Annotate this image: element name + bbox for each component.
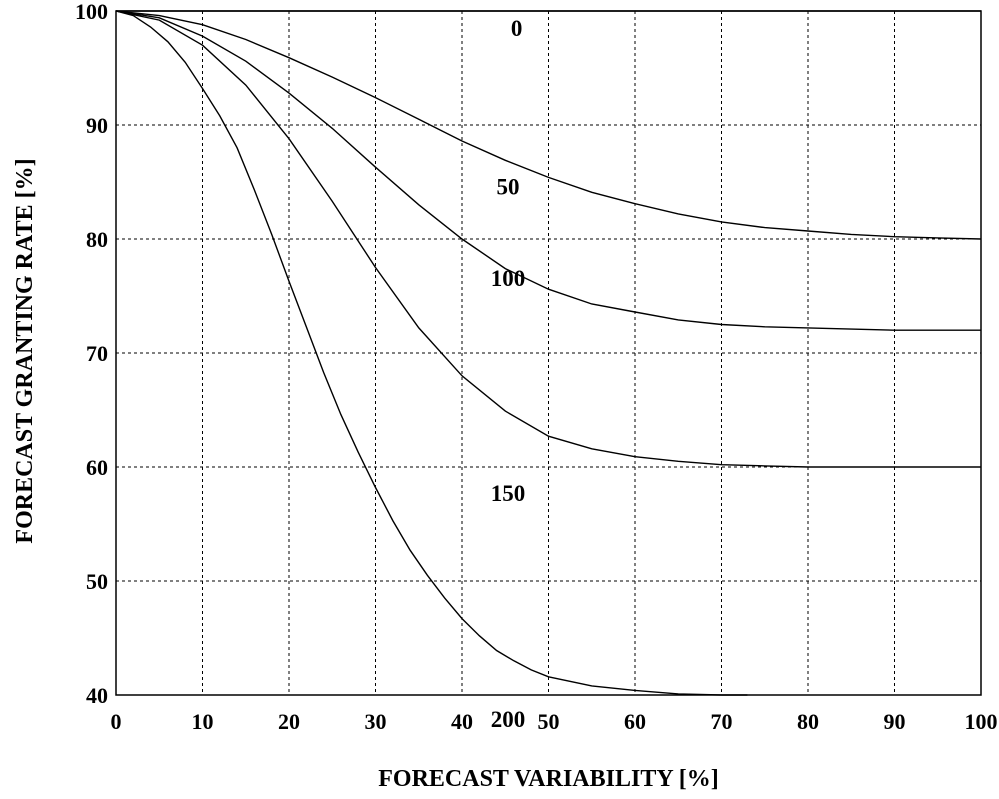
x-tick-label: 40 [451, 709, 473, 734]
series-label-50: 50 [496, 175, 519, 200]
y-tick-label: 100 [75, 0, 108, 24]
x-tick-label: 90 [884, 709, 906, 734]
y-tick-label: 90 [86, 113, 108, 138]
series-labels: 0 50 100 150 200 [491, 16, 526, 732]
series-label-200: 200 [491, 707, 526, 732]
series-line-200 [115, 10, 748, 696]
series-label-0: 0 [511, 16, 523, 41]
series-line-150 [115, 10, 981, 468]
x-tick-label: 20 [278, 709, 300, 734]
y-tick-label: 50 [86, 569, 108, 594]
y-tick-label: 60 [86, 455, 108, 480]
y-tick-labels: 40 50 60 70 80 90 100 [75, 0, 108, 708]
x-tick-label: 80 [797, 709, 819, 734]
x-tick-label: 0 [111, 709, 122, 734]
grid [116, 11, 981, 695]
x-tick-label: 30 [365, 709, 387, 734]
x-tick-label: 10 [192, 709, 214, 734]
x-tick-label: 70 [711, 709, 733, 734]
x-tick-label: 60 [624, 709, 646, 734]
y-axis-label: FORECAST GRANTING RATE [%] [12, 158, 38, 543]
series-label-100: 100 [491, 266, 526, 291]
series-line-100 [115, 10, 981, 331]
series-label-150: 150 [491, 481, 526, 506]
plot-frame [115, 10, 982, 696]
x-axis-label: FORECAST VARIABILITY [%] [378, 766, 719, 792]
y-tick-label: 80 [86, 227, 108, 252]
x-tick-label: 50 [538, 709, 560, 734]
x-tick-labels: 0 10 20 30 40 50 60 70 80 90 100 [111, 709, 998, 734]
x-tick-label: 100 [965, 709, 998, 734]
series-line-50 [115, 10, 982, 240]
y-tick-label: 70 [86, 341, 108, 366]
y-tick-label: 40 [86, 683, 108, 708]
